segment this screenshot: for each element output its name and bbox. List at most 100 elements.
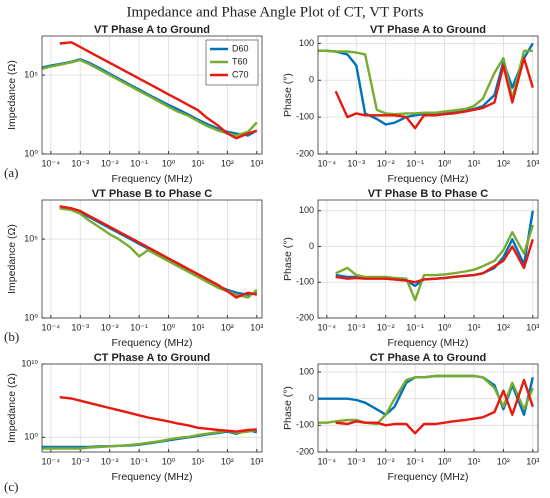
- plot-frame: [41, 363, 263, 453]
- x-tick-label: 10⁻¹: [130, 158, 148, 168]
- x-tick-label: 10⁻²: [377, 322, 395, 332]
- x-tick-label: 10⁻²: [101, 322, 119, 332]
- plot-lines: [42, 396, 258, 450]
- x-tick-label: 10⁻¹: [130, 456, 148, 466]
- plot-title: VT Phase B to Phase C: [92, 188, 212, 200]
- y-tick-label: 10⁰: [24, 312, 38, 322]
- x-axis-label: Frequency (MHz): [387, 337, 468, 349]
- x-tick-label: 10⁻²: [101, 158, 119, 168]
- plot-area: [318, 364, 538, 452]
- x-tick-label: 10¹: [191, 456, 204, 466]
- x-tick-label: 10⁰: [162, 322, 176, 332]
- series-line: [335, 224, 534, 302]
- x-axis-label: Frequency (MHz): [111, 173, 192, 185]
- x-tick-label: 10⁰: [438, 456, 452, 466]
- y-tick-label: 0: [309, 393, 314, 403]
- series-line: [42, 58, 258, 137]
- x-tick-label: 10²: [221, 158, 234, 168]
- series-line: [335, 378, 534, 435]
- x-axis-label: Frequency (MHz): [111, 337, 192, 349]
- y-axis-label: Phase (°): [282, 386, 294, 430]
- plot-lines: [318, 374, 534, 435]
- x-tick-label: 10²: [221, 322, 234, 332]
- series-line: [59, 41, 258, 140]
- y-axis-label: Impedance (Ω): [6, 60, 18, 130]
- series-line: [318, 374, 534, 426]
- y-tick-label: 0: [309, 75, 314, 85]
- legend-label: D60: [232, 43, 249, 53]
- x-tick-label: 10³: [250, 456, 263, 466]
- plot-frame: [317, 199, 539, 319]
- x-tick-label: 10⁻²: [377, 158, 395, 168]
- plot-frame: [41, 35, 263, 155]
- x-tick-label: 10⁻¹: [406, 158, 424, 168]
- panel-label: (a): [4, 165, 18, 180]
- plot-lines: [318, 42, 534, 130]
- y-tick-label: -100: [296, 420, 314, 430]
- y-tick-label: 10⁵: [24, 233, 38, 243]
- x-tick-label: 10¹: [467, 456, 480, 466]
- plot-area: [318, 36, 538, 154]
- x-tick-label: 10⁻⁴: [318, 322, 337, 332]
- panel-label: (b): [4, 329, 19, 344]
- y-tick-label: 100: [299, 366, 314, 376]
- y-tick-label: -100: [296, 112, 314, 122]
- y-axis-label: Impedance (Ω): [6, 224, 18, 294]
- y-axis-label: Phase (°): [282, 237, 294, 281]
- y-tick-label: -200: [296, 312, 314, 322]
- x-tick-label: 10⁻⁴: [318, 456, 337, 466]
- x-axis-label: Frequency (MHz): [387, 173, 468, 185]
- plot-lines: [335, 210, 534, 302]
- x-tick-label: 10⁰: [438, 158, 452, 168]
- x-tick-label: 10⁻¹: [406, 456, 424, 466]
- y-tick-label: -200: [296, 446, 314, 456]
- panel-label: (c): [4, 479, 18, 494]
- series-line: [42, 428, 258, 450]
- plot-title: VT Phase B to Phase C: [368, 188, 488, 200]
- plot-title: CT Phase A to Ground: [370, 352, 487, 364]
- x-tick-label: 10⁻³: [71, 456, 89, 466]
- plot-frame: [317, 363, 539, 453]
- plot-area: [42, 200, 262, 318]
- y-tick-label: 0: [309, 241, 314, 251]
- series-line: [335, 238, 534, 284]
- y-axis-label: Phase (°): [282, 73, 294, 117]
- plot-frame: [317, 35, 539, 155]
- series-line: [334, 56, 534, 130]
- x-tick-label: 10⁻⁴: [42, 322, 61, 332]
- plot-title: VT Phase A to Ground: [370, 24, 486, 36]
- y-tick-label: 10⁰: [24, 432, 38, 442]
- x-tick-label: 10⁻¹: [130, 322, 148, 332]
- y-tick-label: 100: [299, 205, 314, 215]
- plot-lines: [42, 41, 258, 140]
- x-tick-label: 10⁻³: [71, 158, 89, 168]
- x-tick-label: 10²: [221, 456, 234, 466]
- y-tick-label: 100: [299, 38, 314, 48]
- x-tick-label: 10⁻²: [377, 456, 395, 466]
- plot-frame: [41, 199, 263, 319]
- x-tick-label: 10⁻²: [101, 456, 119, 466]
- plot-title: VT Phase A to Ground: [94, 24, 210, 36]
- y-tick-label: 10⁵: [24, 69, 38, 79]
- x-tick-label: 10⁻⁴: [318, 158, 337, 168]
- x-tick-label: 10³: [526, 456, 539, 466]
- x-tick-label: 10⁻¹: [406, 322, 424, 332]
- plot-area: [42, 364, 262, 452]
- plot-title: CT Phase A to Ground: [94, 352, 211, 364]
- x-tick-label: 10⁻³: [347, 158, 365, 168]
- x-tick-label: 10⁻³: [71, 322, 89, 332]
- legend-box: [205, 39, 259, 86]
- x-tick-label: 10¹: [191, 158, 204, 168]
- x-tick-label: 10²: [497, 456, 510, 466]
- x-tick-label: 10⁰: [162, 456, 176, 466]
- x-tick-label: 10³: [526, 322, 539, 332]
- y-tick-label: 10¹⁰: [21, 358, 38, 368]
- y-tick-label: -100: [296, 277, 314, 287]
- y-tick-label: -200: [296, 148, 314, 158]
- x-tick-label: 10³: [526, 158, 539, 168]
- series-line: [59, 205, 258, 299]
- x-tick-label: 10²: [497, 158, 510, 168]
- y-tick-label: 10⁰: [24, 148, 38, 158]
- y-axis-label: Impedance (Ω): [6, 373, 18, 443]
